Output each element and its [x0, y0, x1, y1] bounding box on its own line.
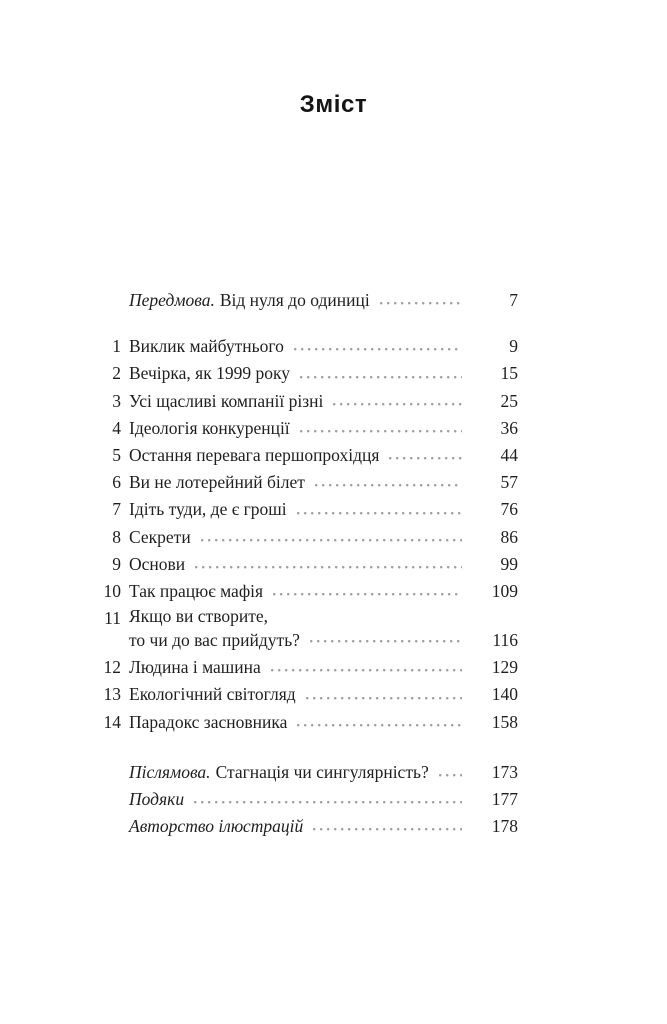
entry-title-line1: Якщо ви створите,: [129, 606, 268, 627]
toc-entry-chapter-3: 3 Усі щасливі компанії різні 25: [97, 388, 518, 415]
entry-page-number: 36: [500, 417, 519, 438]
chapter-number: 11: [104, 608, 121, 629]
entry-page-number: 86: [500, 526, 519, 547]
chapter-number: 3: [112, 390, 121, 411]
table-of-contents: Передмова. Від нуля до одиниці 7 1 Виклик…: [97, 287, 519, 840]
entry-title-line2: то чи до вас прийдуть?: [129, 629, 300, 650]
chapter-number: 10: [103, 581, 122, 602]
entry-label: Післямова.: [129, 761, 211, 782]
toc-entry-chapter-9: 9 Основи 99: [97, 551, 518, 578]
toc-entry-acknowledgements: Подяки 177: [97, 786, 518, 813]
entry-label: Авторство ілюстрацій: [129, 816, 304, 837]
entry-page-number: 76: [500, 499, 519, 520]
entry-page-number: 25: [500, 390, 519, 411]
toc-entry-chapter-1: 1 Виклик майбутнього 9: [97, 333, 518, 360]
dotted-leader: [309, 640, 462, 644]
dotted-leader: [438, 774, 462, 778]
dotted-leader: [313, 828, 462, 832]
chapter-number: 14: [103, 711, 122, 732]
entry-page-number: 99: [500, 553, 519, 574]
entry-page-number: 109: [491, 581, 518, 602]
dotted-leader: [270, 669, 462, 673]
entry-title: Парадокс засновника: [129, 711, 288, 732]
dotted-leader: [297, 723, 462, 727]
chapter-number: 8: [112, 526, 121, 547]
chapter-number: 1: [112, 336, 121, 357]
entry-page-number: 173: [491, 761, 518, 782]
entry-page-number: 116: [492, 629, 518, 650]
dotted-leader: [333, 402, 462, 406]
toc-entry-chapter-11: 11 Якщо ви створите, то чи до вас прийду…: [97, 605, 518, 654]
toc-entry-chapter-12: 12 Людина і машина 129: [97, 654, 519, 681]
toc-entry-chapter-7: 7 Ідіть туди, де є гроші 76: [97, 496, 518, 523]
dotted-leader: [296, 511, 462, 515]
entry-page-number: 177: [491, 789, 518, 810]
entry-title: Від нуля до одиниці: [219, 290, 370, 310]
toc-entry-chapter-5: 5 Остання перевага першопрохідця 44: [97, 442, 518, 469]
entry-title: Ви не лотерейний білет: [129, 472, 305, 493]
chapter-number: 12: [103, 657, 122, 678]
entry-title: Стагнація чи сингулярність?: [215, 761, 429, 782]
toc-entry-afterword: Післямова. Стагнація чи сингулярність? 17…: [97, 759, 518, 786]
chapter-number: 13: [103, 684, 122, 705]
entry-label: Передмова.: [129, 290, 215, 310]
entry-title: Ідеологія конкуренції: [129, 417, 290, 438]
entry-page-number: 7: [509, 290, 518, 310]
page-title: Зміст: [299, 91, 368, 118]
dotted-leader: [200, 538, 462, 542]
toc-entry-chapter-14: 14 Парадокс засновника 158: [97, 709, 519, 736]
toc-entry-chapter-10: 10 Так працює мафія 109: [97, 578, 519, 605]
toc-entry-chapter-4: 4 Ідеологія конкуренції 36: [97, 415, 518, 442]
entry-title: Основи: [129, 553, 186, 574]
entry-title: Ідіть туди, де є гроші: [129, 499, 287, 520]
toc-entry-chapter-2: 2 Вечірка, як 1999 року 15: [97, 360, 518, 387]
toc-entry-chapter-13: 13 Екологічний світогляд 140: [97, 681, 519, 708]
dotted-leader: [379, 302, 462, 306]
entry-title: Остання перевага першопрохідця: [129, 445, 380, 466]
entry-title: Усі щасливі компанії різні: [129, 390, 324, 411]
entry-title: Секрети: [129, 526, 191, 547]
entry-page-number: 140: [491, 684, 518, 705]
entry-title: Так працює мафія: [129, 581, 264, 602]
chapter-number: 5: [112, 445, 121, 466]
entry-page-number: 9: [509, 336, 518, 357]
dotted-leader: [194, 801, 462, 805]
dotted-leader: [389, 457, 462, 461]
toc-entry-illustration-credits: Авторство ілюстрацій 178: [97, 813, 518, 840]
entry-page-number: 158: [491, 711, 518, 732]
toc-entry-chapter-8: 8 Секрети 86: [97, 524, 518, 551]
entry-title: Вечірка, як 1999 року: [129, 363, 290, 384]
entry-page-number: 129: [491, 657, 518, 678]
entry-page-number: 15: [500, 363, 519, 384]
entry-title: Виклик майбутнього: [129, 336, 284, 357]
toc-entry-chapter-6: 6 Ви не лотерейний білет 57: [97, 469, 518, 496]
toc-entry-foreword: Передмова. Від нуля до одиниці 7: [97, 287, 518, 314]
entry-title: Людина і машина: [129, 657, 261, 678]
dotted-leader: [299, 430, 462, 434]
dotted-leader: [314, 484, 462, 488]
entry-label: Подяки: [129, 789, 185, 810]
chapter-number: 7: [112, 499, 121, 520]
dotted-leader: [195, 566, 462, 570]
entry-page-number: 44: [500, 445, 519, 466]
entry-page-number: 57: [500, 472, 519, 493]
section-gap: [97, 314, 518, 333]
chapter-number: 4: [112, 417, 121, 438]
dotted-leader: [299, 375, 462, 379]
chapter-number: 6: [112, 472, 121, 493]
chapter-number: 2: [112, 363, 121, 384]
entry-title: Екологічний світогляд: [129, 684, 296, 705]
chapter-number: 9: [112, 553, 121, 574]
section-gap: [97, 736, 518, 759]
dotted-leader: [293, 348, 462, 352]
dotted-leader: [273, 593, 462, 597]
dotted-leader: [305, 696, 462, 700]
entry-page-number: 178: [491, 816, 518, 837]
